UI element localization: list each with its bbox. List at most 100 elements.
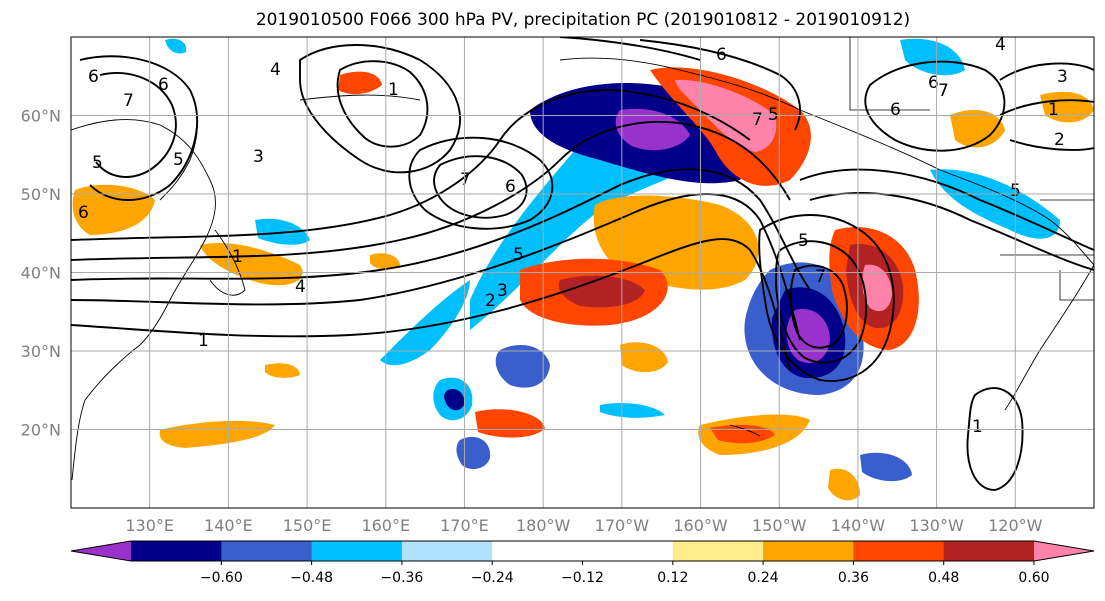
contour-label: 7 xyxy=(815,267,826,287)
pv-contour-5 xyxy=(71,89,751,241)
neg-cell-arctic xyxy=(900,38,965,76)
colorbar-tick-label: −0.12 xyxy=(561,570,604,586)
colorbar-outline xyxy=(70,540,1095,562)
longitude-tick-label: 140°E xyxy=(204,516,253,535)
neg-min-gulf-alaska xyxy=(615,108,690,151)
longitude-tick-label: 130°W xyxy=(909,516,964,535)
border-yukon xyxy=(849,37,930,111)
coast-bering xyxy=(299,94,421,101)
pv-contour-12 xyxy=(758,214,895,382)
pv-contours xyxy=(71,37,1094,491)
pos-cell-subtropical xyxy=(475,409,545,438)
pos-core-central xyxy=(558,275,645,308)
pv-contour-21 xyxy=(966,387,1024,491)
contour-label: 7 xyxy=(460,170,471,190)
contour-label: 5 xyxy=(798,231,809,251)
map-frame xyxy=(70,36,1095,509)
pv-contour-19 xyxy=(999,99,1094,116)
contour-label: 3 xyxy=(497,281,508,301)
colorbar-tick-label: −0.24 xyxy=(471,570,514,586)
contour-label: 7 xyxy=(752,110,763,130)
colorbar-tick-label: 0.12 xyxy=(657,570,688,586)
colorbar-swatch xyxy=(311,541,403,561)
pv-contour-4 xyxy=(71,120,791,261)
longitude-tick-label: 160°E xyxy=(361,516,410,535)
contour-label: 6 xyxy=(88,67,99,87)
colorbar-tick-label: −0.60 xyxy=(200,570,243,586)
longitude-tick-label: 170°W xyxy=(595,516,650,535)
coast-alaska-canada xyxy=(559,57,1094,266)
pv-contour-14 xyxy=(789,264,848,349)
pos-cell-2 xyxy=(620,342,668,373)
contour-label: 4 xyxy=(295,277,306,297)
colorbar-tick-label: −0.48 xyxy=(290,570,333,586)
longitude-tick-label: 180°W xyxy=(516,516,571,535)
contour-labels: 6 4 7 6 1 5 3 5 6 1 7 6 5 4 2 3 1 6 7 5 … xyxy=(78,35,1068,437)
latitude-tick-label: 50°N xyxy=(21,185,61,204)
neg-min-east-pacific xyxy=(786,309,830,364)
contour-label: 2 xyxy=(485,291,496,311)
longitude-tick-label: 150°W xyxy=(752,516,807,535)
longitude-labels: 130°E 140°E 150°E 160°E 170°E 180°W 170°W 160°W… xyxy=(125,516,1042,535)
pos-cell-3 xyxy=(828,468,860,501)
neg-cell-nw xyxy=(165,38,187,54)
colorbar-extend-max xyxy=(1034,541,1094,561)
coast-japan xyxy=(209,229,246,296)
pos-cell-siberia xyxy=(72,184,155,235)
longitude-tick-label: 160°W xyxy=(673,516,728,535)
contour-label: 3 xyxy=(1057,67,1068,87)
map-panel: 6 4 7 6 1 5 3 5 6 1 7 6 5 4 2 3 1 6 7 5 … xyxy=(21,35,1095,535)
shaded-field xyxy=(72,38,1094,501)
pv-contour-8 xyxy=(408,136,554,230)
colorbar-extend-min xyxy=(71,541,131,561)
pv-contour-10 xyxy=(79,55,198,201)
contour-label: 1 xyxy=(198,331,209,351)
contour-label: 5 xyxy=(173,150,184,170)
colorbar-tick-label: 0.36 xyxy=(838,570,869,586)
latitude-tick-label: 30°N xyxy=(21,342,61,361)
contour-label: 1 xyxy=(232,247,243,267)
latitude-tick-label: 20°N xyxy=(21,421,61,440)
contour-label: 5 xyxy=(513,245,524,265)
contour-label: 3 xyxy=(253,147,264,167)
contour-label: 6 xyxy=(928,73,939,93)
pos-cell-nw xyxy=(338,71,382,95)
latitude-tick-label: 60°N xyxy=(21,107,61,126)
contour-label: 7 xyxy=(938,81,949,101)
colorbar-swatch xyxy=(763,541,854,561)
contour-label: 1 xyxy=(972,417,983,437)
colorbar-swatch xyxy=(672,541,764,561)
neg-band-subtropical xyxy=(380,280,470,366)
colorbar: −0.60 −0.48 −0.36 −0.24 −0.12 0.12 0.24 0.36 0.4… xyxy=(70,540,1095,586)
colorbar-swatch xyxy=(131,541,222,561)
colorbar-swatch xyxy=(221,541,313,561)
pv-contour-9 xyxy=(433,155,528,219)
neg-cell-south xyxy=(860,452,912,482)
contour-label: 6 xyxy=(505,177,516,197)
colorbar-swatch xyxy=(492,541,583,561)
longitude-tick-label: 120°W xyxy=(988,516,1043,535)
latitude-tick-label: 40°N xyxy=(21,264,61,283)
longitude-tick-label: 150°E xyxy=(283,516,332,535)
colorbar-swatch xyxy=(401,541,493,561)
pv-contour-20 xyxy=(1009,139,1094,151)
contour-label: 6 xyxy=(716,45,727,65)
colorbar-swatch xyxy=(582,541,674,561)
contour-label: 6 xyxy=(78,203,89,223)
contour-label: 2 xyxy=(1054,130,1065,150)
pv-contour-7 xyxy=(336,60,429,148)
pos-band-south xyxy=(159,420,275,448)
coast-east-asia xyxy=(71,119,216,481)
pv-contour-17 xyxy=(864,60,1006,152)
pv-contour-15 xyxy=(799,168,1094,251)
pos-band-japan xyxy=(200,242,303,286)
pv-contour-18 xyxy=(999,62,1094,81)
pos-cell-northeast xyxy=(950,110,1005,148)
chart-title: 2019010500 F066 300 hPa PV, precipitatio… xyxy=(256,10,910,30)
neg-cell-2-core xyxy=(444,389,465,411)
longitude-tick-label: 130°E xyxy=(125,516,174,535)
colorbar-swatch xyxy=(853,541,945,561)
colorbar-tick-label: 0.48 xyxy=(928,570,959,586)
pos-cell-5 xyxy=(265,363,300,378)
neg-cell-hawaii xyxy=(600,403,665,418)
